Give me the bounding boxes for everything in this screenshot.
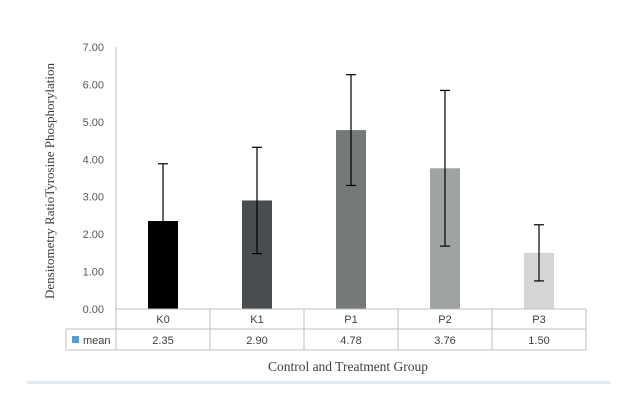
x-tick-label: K0 xyxy=(156,314,169,326)
data-table-value: 2.90 xyxy=(246,335,267,347)
y-tick-label: 0.00 xyxy=(83,304,104,316)
data-table-value: 1.50 xyxy=(528,335,549,347)
error-bar-k1 xyxy=(252,146,262,255)
y-tick-label: 7.00 xyxy=(83,42,104,54)
y-tick-label: 2.00 xyxy=(83,229,104,241)
legend-series-name: mean xyxy=(83,335,111,347)
data-table-value: 3.76 xyxy=(434,335,455,347)
chart-frame xyxy=(27,27,610,383)
x-axis-label: Control and Treatment Group xyxy=(268,359,428,374)
y-tick-label: 4.00 xyxy=(83,154,104,166)
error-bar-p3 xyxy=(534,224,544,282)
y-tick-label: 1.00 xyxy=(83,267,104,279)
error-bar-p1 xyxy=(346,74,356,187)
y-tick-label: 3.00 xyxy=(83,192,104,204)
y-tick-label: 5.00 xyxy=(83,117,104,129)
data-table: K0 2.35 K1 2.90 P1 4.78 P2 3.76 P3 1.50 mean xyxy=(65,308,587,351)
legend-marker xyxy=(72,336,79,343)
y-tick-label: 6.00 xyxy=(83,79,104,91)
y-axis-ticks: 0.00 1.00 2.00 3.00 4.00 5.00 6.00 7.00 xyxy=(83,42,104,316)
data-table-value: 4.78 xyxy=(340,335,361,347)
x-tick-label: K1 xyxy=(250,314,263,326)
chart-frame-shadow xyxy=(27,381,610,384)
error-bars xyxy=(158,74,544,282)
error-bar-p2 xyxy=(440,89,450,247)
data-table-value: 2.35 xyxy=(152,335,173,347)
error-bar-k0 xyxy=(158,163,168,279)
x-tick-label: P2 xyxy=(438,314,451,326)
x-tick-label: P1 xyxy=(344,314,357,326)
y-axis-label: Densitometry RatioTyrosine Phosphorylati… xyxy=(42,63,57,299)
x-tick-label: P3 xyxy=(532,314,545,326)
